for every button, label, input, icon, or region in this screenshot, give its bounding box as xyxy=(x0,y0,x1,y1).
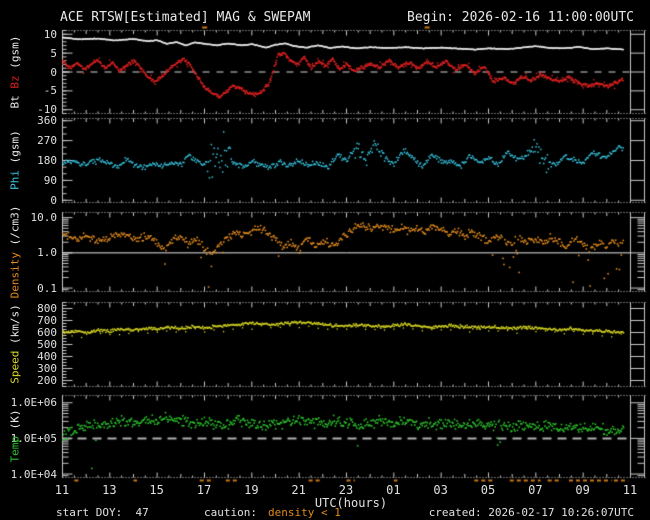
x-tick-label: 23 xyxy=(338,483,354,497)
y-axis-label-density: Density (/cm3) xyxy=(9,205,22,298)
y-tick-label-density: 0.1 xyxy=(37,281,57,295)
y-axis-label-part: Phi xyxy=(8,169,22,190)
y-tick-label-phi: 0 xyxy=(50,193,57,207)
y-tick-label-speed: 700 xyxy=(37,314,57,327)
y-axis-label-part: (km/s) xyxy=(8,304,22,351)
y-tick-label-speed: 600 xyxy=(37,326,57,339)
caution-value: density < 1 xyxy=(268,506,341,519)
x-tick-label: 01 xyxy=(386,483,401,497)
y-axis-label-part: (gsm) xyxy=(8,35,22,75)
y-tick-label-temp: 1.0E+06 xyxy=(10,396,57,410)
y-axis-label-part: (gsm) xyxy=(8,130,22,170)
y-axis-label-part: (K) xyxy=(8,409,22,436)
y-tick-label-speed: 200 xyxy=(37,374,57,387)
y-tick-label-phi: 360 xyxy=(37,114,57,128)
start-doy-value: 47 xyxy=(135,506,149,519)
x-tick-label: 17 xyxy=(196,483,212,497)
x-axis-label: UTC(hours) xyxy=(314,496,388,510)
y-axis-label-part: Bz xyxy=(8,74,22,95)
y-tick-label-speed: 500 xyxy=(37,338,57,351)
y-axis-label-part: Bt xyxy=(8,94,22,108)
x-tick-label: 21 xyxy=(291,483,306,497)
y-axis-label-phi: Phi (gsm) xyxy=(9,130,22,190)
y-axis-label-part: (/cm3) xyxy=(8,205,22,252)
y-tick-label-bt-bz: 0 xyxy=(50,65,57,79)
x-tick-label: 09 xyxy=(575,483,590,497)
x-tick-label: 13 xyxy=(102,483,117,497)
x-tick-label: 11 xyxy=(54,483,70,497)
y-axis-label-part: Density xyxy=(8,251,22,298)
y-tick-label-bt-bz: -5 xyxy=(43,84,57,98)
caution-label: caution: xyxy=(204,506,257,519)
y-tick-label-temp: 1.0E+04 xyxy=(10,467,57,481)
y-tick-label-bt-bz: 5 xyxy=(50,46,57,60)
y-tick-label-phi: 180 xyxy=(37,154,57,167)
plot-title: ACE RTSW[Estimated] MAG & SWEPAM xyxy=(60,10,311,25)
y-tick-label-density: 1.0 xyxy=(37,246,57,260)
x-tick-label: 03 xyxy=(433,483,448,497)
created-timestamp: created: 2026-02-17 10:26:07UTC xyxy=(428,506,634,519)
x-tick-label: 19 xyxy=(244,483,259,497)
y-tick-label-bt-bz: 10 xyxy=(43,27,57,41)
y-tick-label-phi: 270 xyxy=(37,134,57,148)
x-tick-label: 11 xyxy=(622,483,638,497)
y-axis-label-part: Temp xyxy=(8,436,22,463)
y-tick-label-temp: 1.0E+05 xyxy=(10,431,57,445)
start-doy-label: start DOY: 47 xyxy=(56,506,149,519)
y-axis-label-speed: Speed (km/s) xyxy=(9,304,22,383)
y-axis-label-part: Speed xyxy=(8,350,22,384)
y-tick-label-bt-bz: -10 xyxy=(37,103,57,117)
y-tick-label-speed: 300 xyxy=(37,362,57,375)
y-tick-label-speed: 800 xyxy=(37,302,57,315)
y-tick-label-speed: 400 xyxy=(37,350,57,363)
start-doy-text: start DOY: xyxy=(56,506,123,519)
begin-timestamp: Begin: 2026-02-16 11:00:00UTC xyxy=(407,10,634,25)
x-tick-label: 07 xyxy=(528,483,543,497)
y-tick-label-density: 10.0 xyxy=(30,211,58,225)
x-tick-label: 05 xyxy=(480,483,496,497)
x-tick-label: 15 xyxy=(149,483,164,497)
y-axis-label-bt-bz: Bt Bz (gsm) xyxy=(9,35,22,108)
y-tick-label-phi: 90 xyxy=(43,173,57,187)
y-axis-label-temp: Temp (K) xyxy=(9,410,22,463)
